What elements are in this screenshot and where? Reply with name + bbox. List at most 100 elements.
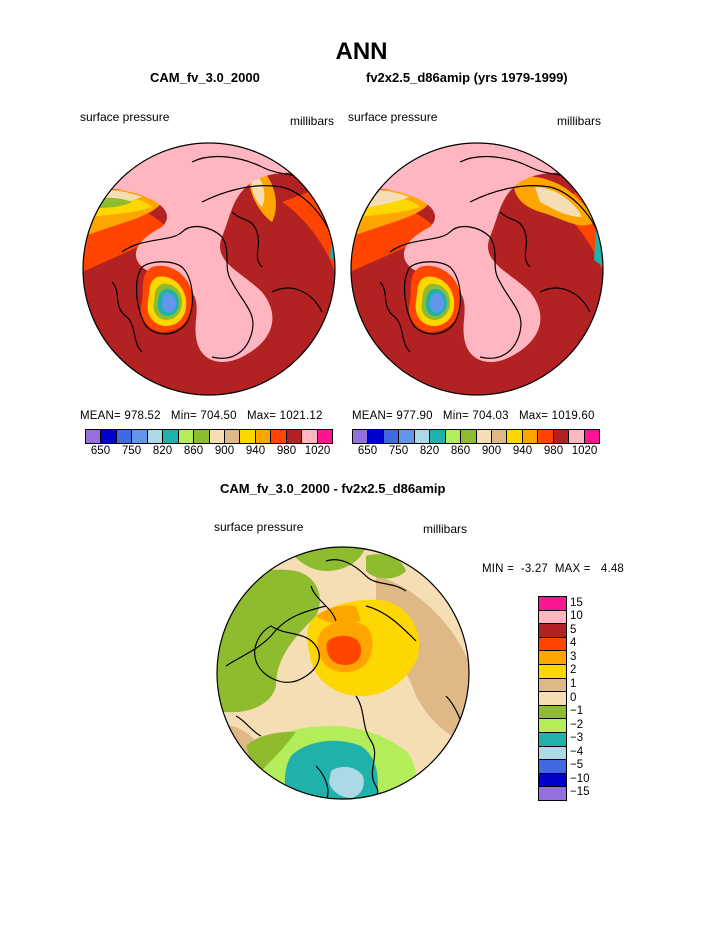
colorbar-swatch (240, 430, 256, 443)
colorbar-label: 1020 (571, 445, 598, 457)
diff-colorbar-labels: 15 10 5 4 3 2 1 0 −1 −2 −3 −4 −5 −10 −15 (570, 596, 610, 801)
colorbar-label: 900 (481, 445, 502, 457)
colorbar-swatch (539, 651, 566, 665)
colorbar-label: 4 (570, 637, 577, 650)
colorbar-label: −1 (570, 705, 584, 718)
diff-units-label: millibars (423, 522, 468, 536)
colorbar-swatch (430, 430, 446, 443)
colorbar-label: 820 (152, 445, 173, 457)
colorbar-swatch (539, 732, 566, 747)
colorbar-swatch (116, 430, 133, 443)
colorbar-swatch (147, 430, 164, 443)
left-units-label: millibars (290, 114, 335, 128)
colorbar-swatch (86, 430, 102, 443)
colorbar-label: 5 (570, 623, 577, 636)
right-colorbar-labels: 650 750 820 860 900 940 980 1020 (352, 445, 600, 461)
right-colorbar (352, 429, 600, 444)
diff-stats: MIN = -3.27 MAX = 4.48 (482, 563, 625, 575)
colorbar-swatch (476, 430, 492, 443)
colorbar-label: −5 (570, 759, 584, 772)
colorbar-swatch (539, 637, 566, 652)
colorbar-swatch (132, 430, 148, 443)
left-stats: MEAN= 978.52 Min= 704.50 Max= 1021.12 (80, 410, 323, 422)
colorbar-label: 650 (90, 445, 111, 457)
colorbar-swatch (353, 430, 369, 443)
colorbar-swatch (194, 430, 210, 443)
colorbar-swatch (224, 430, 241, 443)
colorbar-swatch (491, 430, 508, 443)
diff-max-value: 4.48 (600, 563, 625, 575)
colorbar-label: −3 (570, 732, 584, 745)
colorbar-label: 860 (183, 445, 204, 457)
diff-min-value: -3.27 (520, 563, 549, 575)
colorbar-swatch (163, 430, 179, 443)
colorbar-swatch (271, 430, 287, 443)
colorbar-swatch (584, 430, 599, 443)
colorbar-swatch (539, 678, 566, 693)
colorbar-swatch (461, 430, 477, 443)
colorbar-label: 900 (214, 445, 235, 457)
right-panel-title: fv2x2.5_d86amip (yrs 1979-1999) (366, 70, 568, 85)
main-title: ANN (335, 38, 388, 65)
left-colorbar (85, 429, 333, 444)
colorbar-label: 1 (570, 677, 577, 690)
colorbar-label: 650 (357, 445, 378, 457)
colorbar-label: 860 (450, 445, 471, 457)
right-units-label: millibars (557, 114, 602, 128)
colorbar-label: −2 (570, 718, 584, 731)
left-colorbar-labels: 650 750 820 860 900 940 980 1020 (85, 445, 333, 461)
colorbar-swatch (209, 430, 225, 443)
colorbar-swatch (539, 705, 566, 720)
colorbar-swatch (553, 430, 570, 443)
colorbar-swatch (302, 430, 318, 443)
colorbar-swatch (414, 430, 431, 443)
colorbar-label: −10 (570, 772, 590, 785)
colorbar-swatch (569, 430, 585, 443)
colorbar-label: 0 (570, 691, 577, 704)
colorbar-swatch (507, 430, 523, 443)
right-min-value: 704.03 (472, 410, 509, 422)
colorbar-label: −15 (570, 786, 590, 799)
colorbar-label: 980 (543, 445, 564, 457)
colorbar-swatch (178, 430, 195, 443)
colorbar-swatch (399, 430, 415, 443)
colorbar-swatch (539, 610, 566, 625)
colorbar-label: 750 (388, 445, 409, 457)
colorbar-swatch (368, 430, 384, 443)
colorbar-swatch (539, 760, 566, 774)
right-stats: MEAN= 977.90 Min= 704.03 Max= 1019.60 (352, 410, 595, 422)
colorbar-label: 3 (570, 650, 577, 663)
colorbar-swatch (539, 597, 566, 611)
colorbar-label: 750 (121, 445, 142, 457)
colorbar-swatch (539, 746, 566, 761)
diff-colorbar (538, 596, 567, 801)
colorbar-label: 980 (276, 445, 297, 457)
left-polar-map (82, 142, 336, 396)
colorbar-swatch (445, 430, 462, 443)
colorbar-swatch (522, 430, 539, 443)
colorbar-label: 940 (245, 445, 266, 457)
colorbar-label: 15 (570, 596, 583, 609)
colorbar-label: 10 (570, 610, 583, 623)
left-min-value: 704.50 (200, 410, 237, 422)
diff-panel-title: CAM_fv_3.0_2000 - fv2x2.5_d86amip (220, 481, 446, 496)
right-mean-value: 977.90 (396, 410, 433, 422)
colorbar-label: 940 (512, 445, 533, 457)
colorbar-swatch (317, 430, 332, 443)
colorbar-label: 1020 (304, 445, 331, 457)
colorbar-label: 2 (570, 664, 577, 677)
colorbar-swatch (538, 430, 554, 443)
colorbar-swatch (539, 719, 566, 733)
diff-variable-label: surface pressure (214, 520, 304, 534)
colorbar-swatch (101, 430, 117, 443)
colorbar-label: −4 (570, 745, 584, 758)
colorbar-swatch (539, 773, 566, 788)
colorbar-swatch (539, 692, 566, 706)
left-variable-label: surface pressure (80, 110, 170, 124)
colorbar-swatch (383, 430, 400, 443)
right-max-value: 1019.60 (551, 410, 595, 422)
right-polar-map (350, 142, 604, 396)
colorbar-swatch (539, 624, 566, 638)
left-panel-title: CAM_fv_3.0_2000 (150, 70, 260, 85)
colorbar-swatch (255, 430, 272, 443)
